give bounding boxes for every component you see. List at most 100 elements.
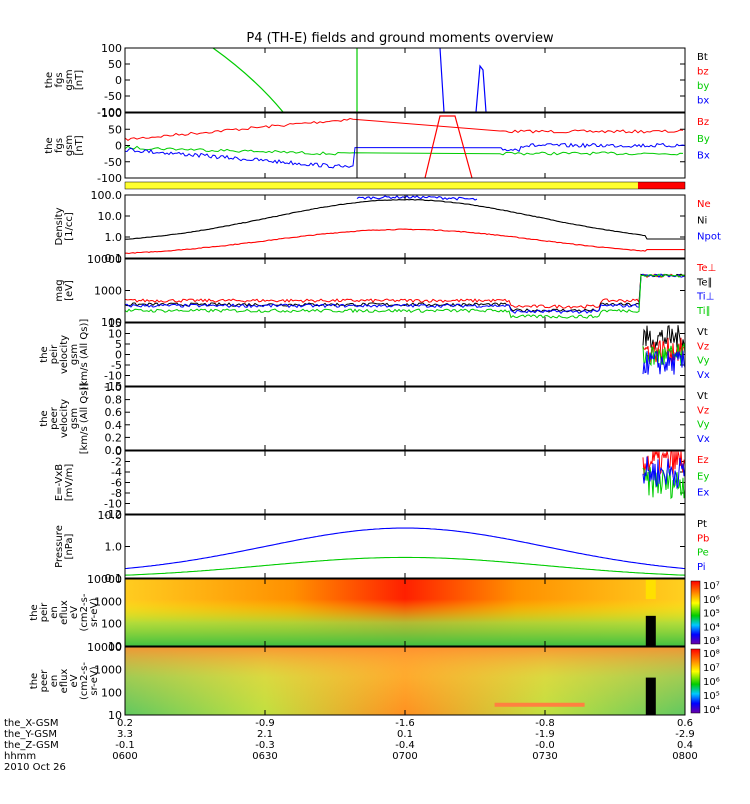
axis-row-label: the_X-GSM (4, 718, 58, 729)
y-tick-label: -4 (111, 466, 122, 479)
colorbar-label: 10⁵ (703, 609, 720, 620)
burst-gap (645, 615, 656, 646)
legend-bz: bz (697, 67, 709, 78)
y-axis-label: [mV/m] (64, 464, 75, 502)
mode-bar (124, 181, 686, 190)
y-tick-label: 0.0 (105, 444, 123, 457)
y-axis-label: [nPa] (64, 533, 75, 559)
axis-row-label: hhmm (4, 751, 36, 762)
colorbar-label: 10⁸ (703, 649, 720, 660)
y-tick-label: 100 (101, 42, 122, 55)
legend-Te∥: Te∥ (696, 277, 713, 288)
series-Npot (356, 195, 478, 201)
spectrogram-ions-low (125, 579, 685, 646)
axis-tick-label: -0.0 (535, 740, 555, 751)
legend-Npot: Npot (697, 232, 721, 243)
y-axis-label: [1/cc] (64, 212, 75, 241)
series-by (212, 47, 284, 113)
colorbar-label: 10⁶ (703, 595, 720, 606)
y-axis-label: velocity (59, 335, 70, 374)
y-axis-label: (cm2-s- (79, 593, 90, 631)
y-tick-label: 0 (115, 445, 122, 458)
y-tick-label: 10000 (87, 641, 122, 654)
y-tick-label: 1.0 (105, 381, 123, 394)
axis-tick-label: 0700 (392, 751, 417, 762)
y-tick-label: 1000 (94, 285, 122, 298)
y-tick-label: -5 (111, 359, 122, 372)
colorbar-label: 10⁴ (703, 622, 720, 633)
y-axis-label: gsm (64, 135, 75, 156)
axis-tick-label: -1.9 (535, 729, 555, 740)
y-tick-label: 0.1 (105, 252, 123, 265)
legend-Ni: Ni (697, 215, 707, 226)
series-By (124, 145, 684, 156)
legend-Pe: Pe (697, 548, 709, 559)
legend-Vx: Vx (697, 434, 710, 445)
colorbar (690, 648, 701, 714)
axis-tick-label: -1.6 (395, 718, 415, 729)
y-tick-label: 10 (108, 709, 122, 722)
y-axis-label: peir (49, 344, 60, 364)
axis-tick-label: 0800 (672, 751, 697, 762)
axis-tick-label: 0630 (252, 751, 277, 762)
axis-row-label: the_Y-GSM (4, 729, 57, 740)
y-axis-label: [eV] (64, 280, 75, 301)
axis-tick-label: -0.1 (115, 740, 135, 751)
legend-Ne: Ne (697, 199, 711, 210)
y-axis-label: mag (54, 279, 65, 301)
legend-bx: bx (697, 96, 709, 107)
y-axis-label: the (44, 72, 55, 88)
axis-tick-label: 0.6 (677, 718, 693, 729)
y-tick-label: 10 (108, 640, 122, 653)
y-tick-label: 50 (108, 123, 122, 136)
panel-frame (124, 47, 686, 113)
series-Ex (642, 456, 686, 490)
legend-Vy: Vy (697, 356, 710, 367)
y-axis-label: the (29, 604, 40, 620)
y-tick-label: -15 (104, 380, 122, 393)
axis-tick-label: 0600 (112, 751, 137, 762)
y-axis-label: peer (49, 406, 60, 430)
y-tick-label: -2 (111, 456, 122, 469)
y-tick-label: 0 (115, 74, 122, 87)
y-axis-label: [nT] (74, 135, 85, 155)
y-axis-label: velocity (59, 399, 70, 438)
y-tick-label: 100 (101, 316, 122, 329)
y-tick-label: -10 (104, 370, 122, 383)
axis-row-label: the_Z-GSM (4, 740, 59, 751)
panel-frame (124, 194, 686, 259)
series-Ne (125, 228, 685, 255)
panel-frame (124, 322, 686, 387)
colorbar (690, 580, 701, 645)
y-tick-label: 100 (101, 618, 122, 631)
series-Pi (124, 527, 686, 570)
y-axis-label: [km/s (All Qs)] (79, 319, 90, 391)
y-tick-label: 0.1 (105, 572, 123, 585)
y-axis-label: eV (69, 606, 80, 619)
colorbar-label: 10⁷ (703, 581, 720, 592)
y-axis-label: eflux (59, 600, 70, 625)
y-axis-label: Density (54, 207, 65, 245)
y-tick-label: 0 (115, 349, 122, 362)
burst-gap (645, 677, 656, 715)
y-tick-label: 10 (108, 328, 122, 341)
y-axis-label: Pressure (54, 525, 65, 568)
axis-tick-label: 0730 (532, 751, 557, 762)
date-label: 2010 Oct 26 (4, 762, 66, 773)
y-axis-label: E=-VxB (54, 464, 65, 501)
legend-Pb: Pb (697, 533, 709, 544)
y-tick-label: -100 (97, 172, 122, 185)
electron-feature (494, 702, 585, 707)
mode-bar-burst (637, 182, 685, 189)
panel-frame (124, 386, 686, 451)
panel-frame (124, 112, 686, 179)
series-Vx (642, 350, 686, 375)
series-Bz (124, 117, 684, 142)
legend-Vt: Vt (697, 391, 708, 402)
series-Te-par (124, 273, 686, 313)
y-tick-label: 10000 (87, 573, 122, 586)
y-tick-label: -100 (97, 106, 122, 119)
axis-tick-label: 0.4 (677, 740, 693, 751)
y-tick-label: 1000 (94, 664, 122, 677)
